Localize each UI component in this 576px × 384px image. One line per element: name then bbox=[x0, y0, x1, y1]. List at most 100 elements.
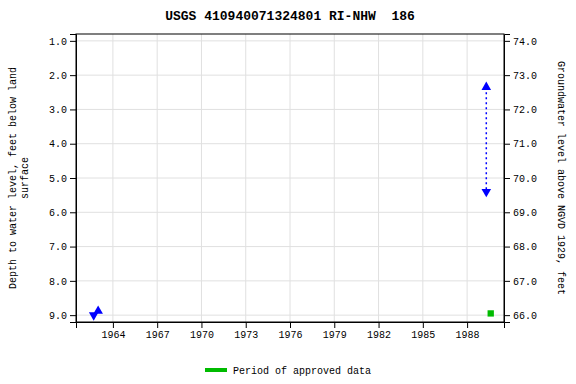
tick: 8.0 bbox=[49, 277, 76, 288]
tick-mark bbox=[504, 178, 510, 179]
tick-label: 4.0 bbox=[49, 139, 67, 150]
tick-mark bbox=[467, 322, 468, 328]
tick-label: 1979 bbox=[323, 330, 347, 341]
line bbox=[486, 87, 488, 192]
y-axis-title-line: Depth to water level, feet below land bbox=[8, 67, 19, 289]
tick-mark bbox=[504, 315, 510, 316]
chart: 1964 1967 1970 1973 1976 1979 1982 1985 1988 1.0 2… bbox=[0, 0, 576, 384]
tick-label: 1967 bbox=[146, 330, 170, 341]
grid-line bbox=[76, 75, 504, 76]
grid-line bbox=[76, 315, 504, 316]
grid-line bbox=[76, 246, 504, 247]
tick: 3.0 bbox=[49, 105, 76, 116]
tick: 66.0 bbox=[504, 311, 537, 322]
legend: Period of approved data bbox=[205, 366, 371, 377]
legend-item: Period of approved data bbox=[205, 366, 371, 377]
tick: 1967 bbox=[146, 322, 170, 341]
grid-line bbox=[76, 109, 504, 110]
grid-line bbox=[76, 280, 504, 281]
tick-mark bbox=[290, 322, 291, 328]
tick: 5.0 bbox=[49, 174, 76, 185]
legend-label: Period of approved data bbox=[233, 366, 371, 377]
tick: 1982 bbox=[367, 322, 391, 341]
grid-line bbox=[76, 212, 504, 213]
tick: 4.0 bbox=[49, 139, 76, 150]
axis-line bbox=[505, 35, 511, 323]
tick-mark bbox=[504, 247, 510, 248]
plot: 1964 1967 1970 1973 1976 1979 1982 1985 1988 1.0 2… bbox=[49, 34, 537, 341]
tick-mark bbox=[113, 322, 114, 328]
tick-label: 7.0 bbox=[49, 242, 67, 253]
tick: 1973 bbox=[234, 322, 258, 341]
marks bbox=[89, 82, 494, 321]
tick-label: 6.0 bbox=[49, 208, 67, 219]
x-axis: 1964 1967 1970 1973 1976 1979 1982 1985 1988 bbox=[77, 322, 505, 341]
y-axis-title: Depth to water level, feet below landsur… bbox=[8, 67, 31, 289]
tick-label: 1976 bbox=[278, 330, 302, 341]
grid bbox=[76, 34, 504, 322]
tick-label: 68.0 bbox=[513, 242, 537, 253]
tick-mark bbox=[423, 322, 424, 328]
tick-mark bbox=[504, 281, 510, 282]
tick-mark bbox=[379, 322, 380, 328]
tick-label: 71.0 bbox=[513, 139, 537, 150]
tick-mark bbox=[504, 75, 510, 76]
axis-line bbox=[70, 35, 77, 323]
tick-label: 1988 bbox=[456, 330, 480, 341]
tick-mark bbox=[504, 212, 510, 213]
tick: 1979 bbox=[323, 322, 347, 341]
tick-mark bbox=[157, 322, 158, 328]
tick-mark bbox=[70, 109, 76, 110]
tick-label: 70.0 bbox=[513, 174, 537, 185]
point bbox=[488, 310, 494, 316]
tick: 6.0 bbox=[49, 208, 76, 219]
y-axis-title-line: surface bbox=[20, 157, 31, 199]
tick: 1.0 bbox=[49, 37, 76, 48]
title: USGS 410940071324801 RI-NHW 186 bbox=[165, 9, 415, 24]
tick-label: 1982 bbox=[367, 330, 391, 341]
tick: 9.0 bbox=[49, 311, 76, 322]
tick-label: 3.0 bbox=[49, 105, 67, 116]
tick: 70.0 bbox=[504, 174, 537, 185]
tick-mark bbox=[504, 41, 510, 42]
plot-frame bbox=[76, 34, 504, 322]
y-axis: 1.0 2.0 3.0 4.0 5.0 6.0 7.0 8.0 9.0 bbox=[49, 35, 77, 323]
tick: 1988 bbox=[456, 322, 480, 341]
grid-line bbox=[76, 178, 504, 179]
tick: 1985 bbox=[411, 322, 435, 341]
tick-mark bbox=[70, 178, 76, 179]
tick-mark bbox=[70, 247, 76, 248]
tick: 73.0 bbox=[504, 71, 537, 82]
grid-line bbox=[76, 143, 504, 144]
tick-mark bbox=[70, 212, 76, 213]
tick-mark bbox=[70, 315, 76, 316]
tick: 2.0 bbox=[49, 71, 76, 82]
tick-mark bbox=[70, 75, 76, 76]
tick-label: 2.0 bbox=[49, 71, 67, 82]
tick-mark bbox=[504, 144, 510, 145]
tick-label: 1973 bbox=[234, 330, 258, 341]
tick-label: 66.0 bbox=[513, 311, 537, 322]
axis-line bbox=[77, 323, 505, 329]
tick-label: 72.0 bbox=[513, 105, 537, 116]
point bbox=[481, 189, 491, 197]
legend-swatch bbox=[205, 368, 227, 372]
tick-label: 67.0 bbox=[513, 277, 537, 288]
y2-axis-title: Groundwater level above NGVD 1929, feet bbox=[555, 61, 566, 295]
tick: 1964 bbox=[101, 322, 125, 341]
tick: 1976 bbox=[278, 322, 302, 341]
tick: 67.0 bbox=[504, 277, 537, 288]
tick: 72.0 bbox=[504, 105, 537, 116]
tick-label: 9.0 bbox=[49, 311, 67, 322]
tick-label: 5.0 bbox=[49, 174, 67, 185]
tick-mark bbox=[246, 322, 247, 328]
tick: 1970 bbox=[190, 322, 214, 341]
tick: 68.0 bbox=[504, 242, 537, 253]
grid-line bbox=[76, 40, 504, 41]
point bbox=[93, 305, 103, 313]
tick-mark bbox=[70, 41, 76, 42]
tick-label: 8.0 bbox=[49, 277, 67, 288]
tick: 74.0 bbox=[504, 37, 537, 48]
tick-label: 74.0 bbox=[513, 37, 537, 48]
tick-label: 1.0 bbox=[49, 37, 67, 48]
